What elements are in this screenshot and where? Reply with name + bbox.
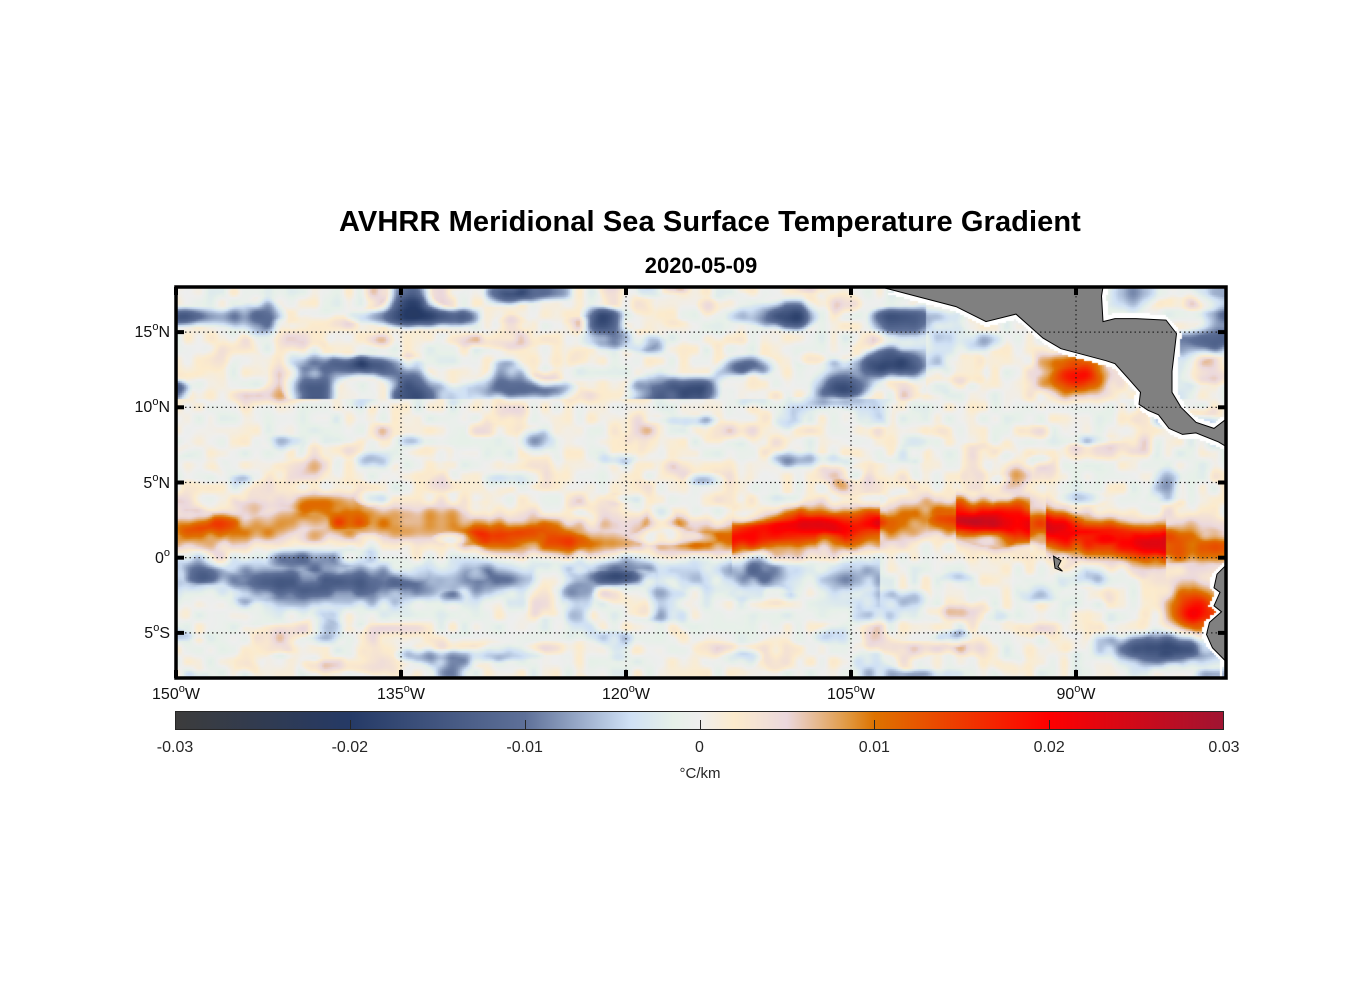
- colorbar-tick-label: -0.01: [506, 739, 543, 756]
- lon-tick-label: 135oW: [361, 683, 441, 704]
- degree-symbol: o: [152, 321, 159, 334]
- lon-tick-label: 105oW: [811, 683, 891, 704]
- degree-symbol: o: [403, 683, 410, 695]
- lon-tick-label: 150oW: [136, 683, 216, 704]
- lat-value: 15: [134, 324, 153, 342]
- lat-tick-label: 5oS: [110, 622, 170, 643]
- chart-title: AVHRR Meridional Sea Surface Temperature…: [339, 206, 1081, 238]
- degree-symbol: o: [152, 396, 159, 409]
- degree-symbol: o: [1074, 683, 1081, 695]
- lon-hemisphere: W: [634, 686, 650, 703]
- chart-subtitle: 2020-05-09: [644, 253, 758, 278]
- lon-hemisphere: W: [1080, 686, 1096, 703]
- lat-value: 5: [143, 474, 153, 492]
- degree-symbol: o: [153, 621, 160, 634]
- land-galapagos: [1052, 555, 1063, 572]
- lat-tick-label: 5oN: [110, 472, 170, 493]
- colorbar-tick: [1049, 720, 1051, 730]
- lat-hemisphere: N: [158, 399, 170, 417]
- lat-tick-label: 0o: [110, 547, 170, 568]
- colorbar-tick: [699, 720, 701, 730]
- degree-symbol: o: [163, 546, 170, 559]
- land-south-america: [1205, 564, 1226, 678]
- degree-symbol: o: [152, 471, 159, 484]
- sst-gradient-field: [176, 287, 1226, 678]
- colorbar-tick-label: 0.02: [1033, 739, 1065, 756]
- colorbar-tick-label: 0: [695, 739, 704, 756]
- degree-symbol: o: [178, 683, 185, 695]
- sst-gradient-map: [176, 287, 1226, 678]
- lon-tick-label: 90oW: [1036, 683, 1116, 704]
- colorbar-tick: [524, 720, 526, 730]
- colorbar-tick-label: 0.01: [858, 739, 890, 756]
- colorbar-tick: [874, 720, 876, 730]
- lat-hemisphere: N: [158, 474, 170, 492]
- colorbar-tick-label: 0.03: [1208, 739, 1240, 756]
- lat-tick-label: 10oN: [110, 396, 170, 417]
- lon-value: 150: [152, 686, 179, 703]
- lon-hemisphere: W: [184, 686, 200, 703]
- lat-hemisphere: N: [158, 324, 170, 342]
- land-central-america: [880, 287, 1226, 447]
- lon-hemisphere: W: [859, 686, 875, 703]
- degree-symbol: o: [628, 683, 635, 695]
- degree-symbol: o: [853, 683, 860, 695]
- lat-value: 0: [154, 549, 164, 567]
- lat-tick-label: 15oN: [110, 321, 170, 342]
- colorbar-tick: [349, 720, 351, 730]
- lat-value: 10: [134, 399, 153, 417]
- lat-value: 5: [144, 624, 154, 642]
- map-overlay: [174, 285, 1228, 680]
- lon-value: 135: [377, 686, 404, 703]
- lat-hemisphere: S: [159, 624, 170, 642]
- lon-value: 120: [602, 686, 629, 703]
- lon-value: 105: [827, 686, 854, 703]
- map-frame-border: [174, 285, 1228, 680]
- lon-tick-label: 120oW: [586, 683, 666, 704]
- lon-value: 90: [1056, 686, 1075, 703]
- colorbar-tick-label: -0.02: [331, 739, 369, 756]
- colorbar-tick-label: -0.03: [156, 739, 194, 756]
- colorbar-unit-label: °C/km: [679, 765, 721, 782]
- lon-hemisphere: W: [409, 686, 425, 703]
